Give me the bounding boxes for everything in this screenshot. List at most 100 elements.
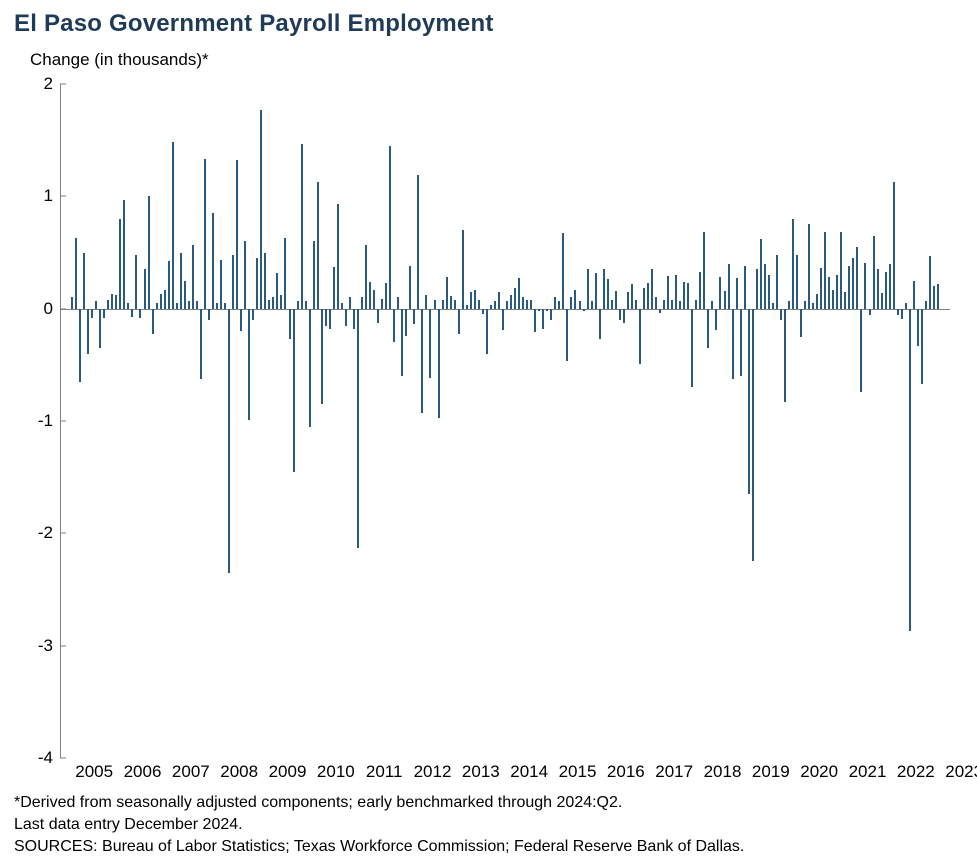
bar <box>317 182 319 309</box>
bars-layer <box>60 84 950 758</box>
bar <box>518 278 520 308</box>
bar <box>385 283 387 309</box>
bar <box>937 284 939 309</box>
bar <box>393 309 395 343</box>
bar <box>168 261 170 308</box>
bar <box>482 309 484 315</box>
bar <box>301 144 303 309</box>
bar <box>611 300 613 309</box>
bar <box>538 309 540 311</box>
bar <box>95 301 97 309</box>
bar <box>192 245 194 309</box>
bar <box>123 200 125 309</box>
bar <box>510 295 512 308</box>
bar <box>498 292 500 309</box>
bar <box>530 300 532 309</box>
bar <box>570 297 572 308</box>
bar <box>490 305 492 308</box>
bar <box>297 301 299 309</box>
bar <box>264 253 266 309</box>
bar <box>401 309 403 376</box>
bar <box>558 301 560 309</box>
bar <box>647 283 649 309</box>
bar <box>840 232 842 308</box>
x-tick-label: 2023 <box>945 762 977 782</box>
bar <box>240 309 242 331</box>
x-tick-label: 2007 <box>172 762 210 782</box>
bar <box>252 309 254 320</box>
y-tick-label: -2 <box>3 523 53 543</box>
bar <box>550 309 552 320</box>
bar <box>248 309 250 420</box>
bar <box>75 238 77 309</box>
bar <box>99 309 101 348</box>
x-tick-label: 2014 <box>510 762 548 782</box>
bar <box>566 309 568 362</box>
bar <box>768 275 770 309</box>
bar <box>889 264 891 309</box>
x-tick-label: 2016 <box>607 762 645 782</box>
bar <box>534 309 536 333</box>
bar <box>631 284 633 309</box>
bar <box>462 230 464 309</box>
bar <box>494 301 496 309</box>
bar <box>131 309 133 317</box>
bar <box>413 309 415 325</box>
bar <box>675 275 677 309</box>
bar <box>164 290 166 309</box>
bar <box>321 309 323 404</box>
bar <box>87 309 89 354</box>
bar <box>591 301 593 309</box>
bar <box>329 309 331 329</box>
bar <box>357 309 359 548</box>
bar <box>103 309 105 318</box>
x-tick-label: 2012 <box>414 762 452 782</box>
bar <box>881 293 883 309</box>
bar <box>135 255 137 309</box>
y-tick-label: -1 <box>3 411 53 431</box>
bar <box>643 288 645 308</box>
bar <box>711 301 713 309</box>
bar <box>220 260 222 308</box>
bar <box>107 300 109 309</box>
bar <box>409 266 411 309</box>
chart-page: { "chart": { "type": "bar", "title": "El… <box>0 0 977 864</box>
bar <box>707 309 709 348</box>
bar <box>877 269 879 308</box>
y-tick-label: -3 <box>3 636 53 656</box>
bar <box>526 300 528 309</box>
y-tick-label: 2 <box>3 74 53 94</box>
bar <box>349 297 351 308</box>
bar <box>156 303 158 309</box>
bar <box>772 303 774 309</box>
bar <box>748 309 750 494</box>
bar <box>925 301 927 309</box>
bar <box>458 309 460 335</box>
bar <box>405 309 407 336</box>
x-tick-label: 2011 <box>366 762 403 782</box>
bar <box>111 294 113 309</box>
bar <box>341 303 343 309</box>
bar <box>792 219 794 309</box>
x-tick-label: 2015 <box>559 762 597 782</box>
bar <box>812 303 814 309</box>
x-tick-label: 2017 <box>655 762 693 782</box>
footnote-sources: SOURCES: Bureau of Labor Statistics; Tex… <box>14 836 744 858</box>
bar <box>703 232 705 308</box>
bar <box>268 300 270 309</box>
bar <box>828 277 830 308</box>
bar <box>260 110 262 309</box>
bar <box>180 253 182 309</box>
bar <box>905 303 907 309</box>
bar <box>776 255 778 309</box>
bar <box>184 281 186 309</box>
bar <box>695 300 697 309</box>
bar <box>869 309 871 316</box>
bar <box>188 301 190 309</box>
bar <box>333 267 335 309</box>
bar <box>816 294 818 309</box>
bar <box>574 290 576 309</box>
bar <box>293 309 295 472</box>
bar <box>446 277 448 308</box>
bar <box>434 300 436 309</box>
